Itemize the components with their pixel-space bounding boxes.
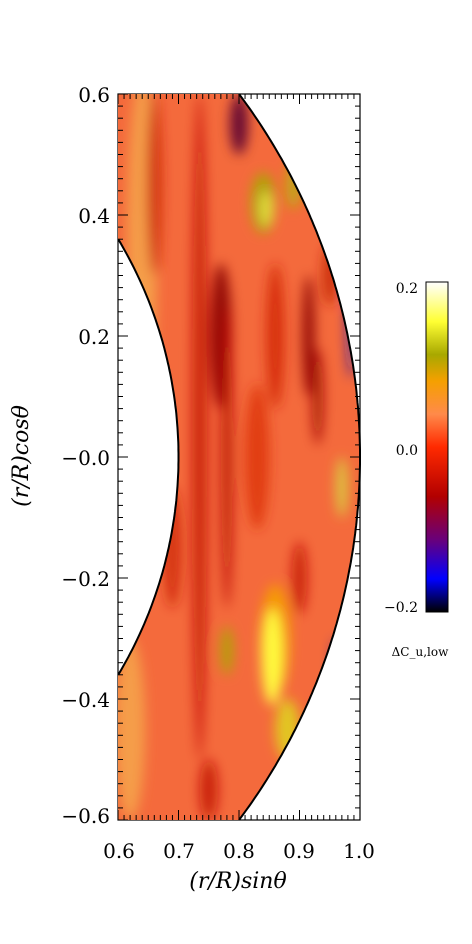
y-tick-label: 0.6: [78, 83, 110, 107]
heatmap-blob: [199, 759, 218, 820]
heatmap-blob: [147, 94, 162, 276]
heatmap-blob: [163, 487, 182, 609]
y-tick-label: −0.0: [61, 446, 110, 470]
y-tick-label: 0.2: [78, 325, 110, 349]
y-tick-labels: 0.6 0.4 0.2 −0.0 −0.2 −0.4 −0.6: [61, 83, 110, 828]
colorbar: [425, 281, 449, 613]
y-tick-label: −0.2: [61, 567, 110, 591]
colorbar-tick-label: 0.2: [396, 281, 418, 297]
heatmap-blob: [220, 626, 233, 675]
heatmap-blob: [286, 160, 301, 209]
heatmap-blob: [311, 348, 324, 445]
heatmap-blob: [229, 94, 249, 155]
x-tick-label: 0.8: [223, 839, 255, 863]
y-tick-label: −0.4: [61, 688, 110, 712]
x-tick-label: 0.7: [163, 839, 195, 863]
heatmap-blob: [258, 190, 274, 228]
axis-ticks: [117, 93, 361, 821]
y-tick-label: −0.6: [61, 804, 110, 828]
x-tick-label: 0.9: [283, 839, 315, 863]
x-tick-label: 0.6: [103, 839, 135, 863]
heatmap-blob: [192, 94, 207, 760]
x-axis-title: (r/R)sinθ: [189, 869, 286, 894]
heatmap-blob: [302, 275, 315, 397]
inner-boundary: [117, 238, 180, 676]
y-axis-title: (r/R)cosθ: [9, 405, 34, 507]
heatmap-blob: [220, 305, 233, 609]
heatmap-blob: [335, 457, 348, 518]
heatmap-blob: [266, 263, 285, 409]
heatmap-blob: [261, 608, 284, 706]
colorbar-tick-label: −0.2: [384, 600, 418, 616]
heatmap-blob: [332, 638, 340, 760]
heatmap-blob: [292, 541, 307, 615]
x-tick-labels: 0.6 0.7 0.8 0.9 1.0: [103, 839, 375, 863]
heatmap-field: [118, 94, 360, 820]
x-tick-label: 1.0: [343, 839, 375, 863]
heatmap-blob: [118, 638, 146, 820]
colorbar-title: ΔC_u,low: [392, 645, 449, 659]
heatmap-blob: [245, 384, 270, 530]
y-tick-label: 0.4: [78, 204, 110, 228]
colorbar-tick-label: 0.0: [396, 443, 418, 459]
